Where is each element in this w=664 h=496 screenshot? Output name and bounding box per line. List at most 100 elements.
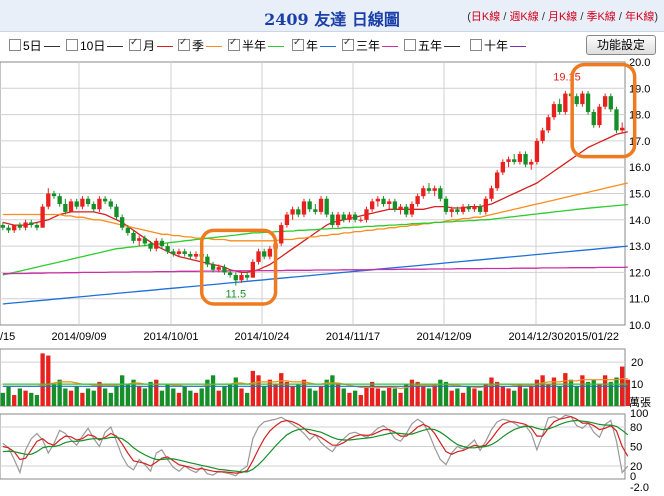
link-weekly-k[interactable]: 週K線	[509, 11, 539, 23]
volume-bar	[114, 386, 119, 406]
candle-body	[17, 225, 23, 228]
candle-body	[358, 219, 363, 221]
volume-bar	[182, 386, 187, 406]
price-tick-label: 17.0	[629, 136, 650, 148]
price-tick-label: 14.0	[629, 215, 650, 227]
candle-body	[46, 193, 51, 207]
volume-bar	[216, 390, 221, 406]
volume-bar	[540, 375, 545, 406]
volume-bar	[159, 390, 165, 406]
candle-body	[534, 140, 540, 162]
candle-body	[239, 275, 244, 281]
candle-body	[608, 96, 613, 110]
candle-body	[432, 188, 437, 191]
volume-bar	[398, 392, 403, 406]
candle-body	[256, 251, 261, 262]
candle-body	[313, 209, 318, 212]
link-yearly-k[interactable]: 年K線	[624, 11, 655, 23]
candle-body	[449, 209, 454, 212]
ma-option-label: 三年	[356, 39, 381, 53]
ma-line-swatch	[268, 46, 285, 47]
volume-bar	[148, 381, 153, 406]
date-tick-label: 2014/10/24	[234, 331, 289, 343]
candle-body	[142, 238, 148, 244]
volume-bar	[602, 375, 608, 406]
volume-bar	[210, 375, 216, 406]
candle-body	[40, 206, 45, 228]
ma-option-6[interactable]: 三年	[342, 37, 399, 54]
candle-body	[523, 154, 528, 165]
candle-body	[483, 198, 488, 212]
volume-bar	[432, 384, 437, 406]
ma-option-1[interactable]: 10日	[66, 37, 124, 54]
candle-body	[102, 198, 108, 202]
volume-bar	[409, 379, 415, 406]
candle-body	[585, 93, 591, 112]
candle-body	[34, 225, 40, 228]
candle-body	[63, 204, 68, 212]
ma-option-0[interactable]: 5日	[9, 37, 60, 54]
ma-checkbox[interactable]	[66, 39, 78, 51]
ma-checkbox[interactable]	[342, 37, 354, 51]
candle-body	[68, 201, 74, 212]
volume-bar	[523, 388, 528, 406]
volume-bar	[227, 384, 233, 406]
ma-option-8[interactable]: 十年	[470, 37, 527, 54]
candle-body	[120, 217, 125, 228]
candle-body	[159, 240, 165, 247]
price-tick-label: 16.0	[629, 162, 650, 174]
oscillator-tick-label: 100	[630, 408, 648, 420]
date-tick-label: 2014/09/09	[51, 331, 106, 343]
link-monthly-k[interactable]: 月K線	[547, 11, 578, 23]
ma-option-2[interactable]: 月	[129, 37, 174, 54]
volume-bar	[137, 386, 142, 406]
volume-bar	[335, 384, 341, 406]
candle-body	[296, 209, 301, 215]
candle-body	[460, 206, 466, 212]
ma-option-5[interactable]: 年	[292, 37, 337, 54]
ma-option-3[interactable]: 季	[178, 37, 223, 54]
settings-button[interactable]: 功能設定	[586, 35, 656, 55]
candle-body	[352, 214, 358, 220]
ma-checkbox[interactable]	[292, 37, 304, 51]
ma-line-swatch	[510, 46, 527, 47]
ma-line	[2, 245, 628, 305]
ma-checkbox[interactable]	[9, 39, 21, 51]
ma-checkbox[interactable]	[470, 39, 482, 51]
volume-bar	[489, 377, 494, 406]
volume-bar	[415, 381, 420, 406]
volume-bar	[591, 379, 596, 406]
volume-bar	[85, 388, 91, 406]
ma-checkbox[interactable]	[404, 39, 416, 51]
ma-checkbox[interactable]	[228, 37, 240, 51]
ma-line	[2, 266, 628, 275]
link-daily-k[interactable]: 日K線	[470, 11, 501, 23]
candle-body	[23, 222, 28, 228]
candle-body	[375, 198, 380, 202]
ma-option-4[interactable]: 半年	[228, 37, 285, 54]
candle-body	[51, 193, 57, 197]
ma-option-label: 五年	[418, 39, 443, 53]
ma-checkbox[interactable]	[178, 37, 190, 51]
ma-option-7[interactable]: 五年	[404, 37, 461, 54]
volume-bar	[57, 379, 62, 406]
volume-bar	[443, 381, 449, 406]
candle-body	[188, 253, 193, 257]
oscillator-line	[2, 419, 629, 473]
volume-bar	[142, 388, 148, 406]
volume-bar	[284, 381, 290, 406]
volume-bar	[352, 390, 358, 406]
volume-bar	[120, 375, 125, 406]
link-quarterly-k[interactable]: 季K線	[586, 11, 616, 23]
candle-body	[267, 248, 273, 257]
ma-checkbox[interactable]	[129, 37, 141, 51]
volume-bar	[102, 388, 108, 406]
candle-body	[97, 198, 102, 210]
candle-body	[335, 214, 341, 226]
ma-option-label: 年	[306, 39, 319, 53]
ma-option-label: 十年	[484, 39, 509, 53]
candle-body	[415, 196, 420, 205]
low-price-label: 11.5	[225, 289, 246, 301]
volume-unit-label: 萬張	[629, 396, 651, 409]
volume-bar	[23, 390, 28, 406]
